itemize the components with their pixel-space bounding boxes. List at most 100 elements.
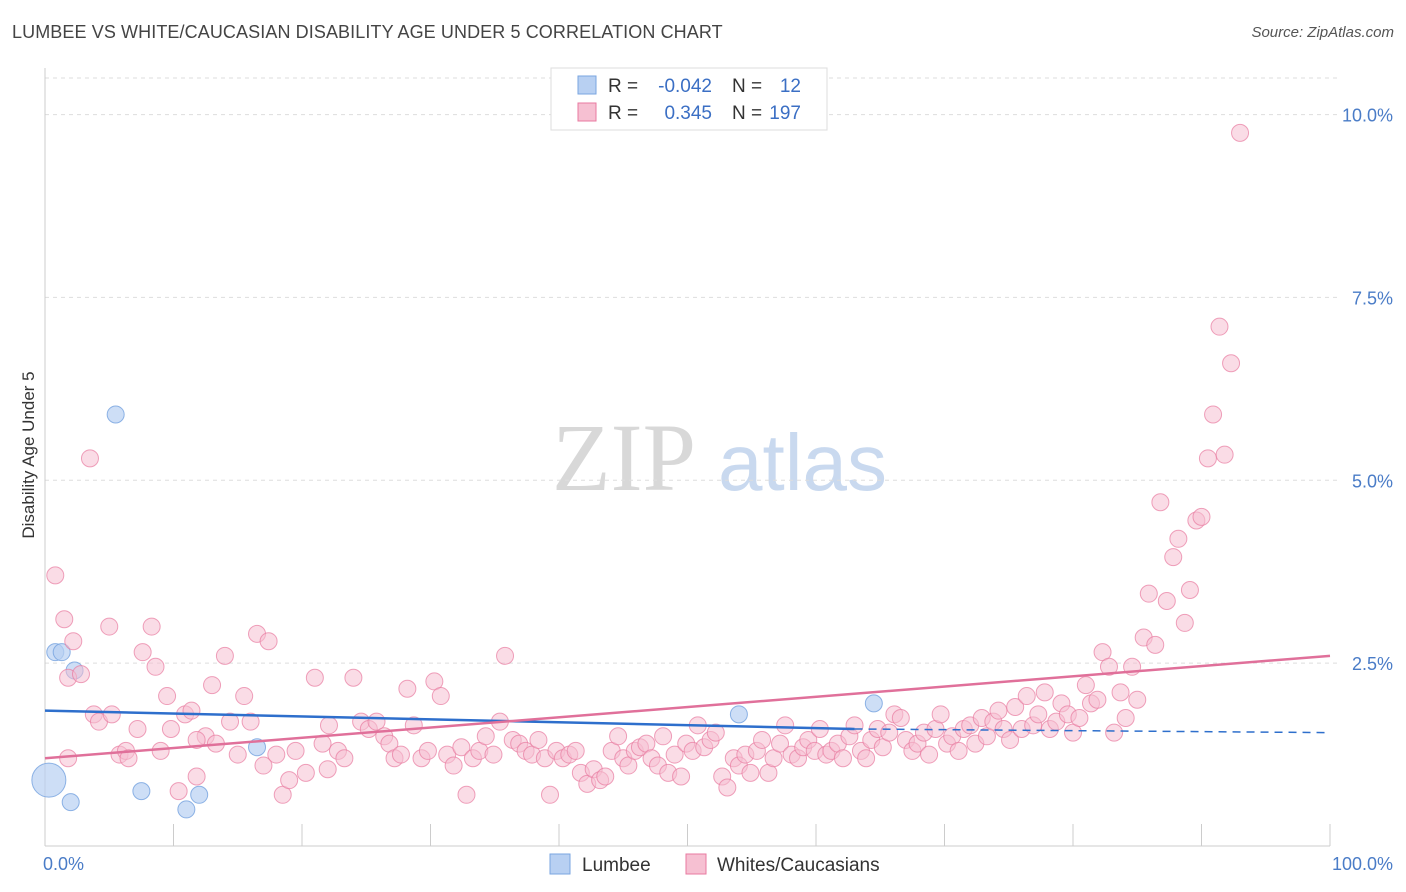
white-point (187, 730, 206, 749)
legend-n-label-lumbee: N = (732, 76, 762, 97)
white-point (484, 745, 503, 764)
legend-swatch-white (577, 102, 597, 122)
lumbee-series (31, 405, 883, 819)
white-point (444, 756, 463, 775)
watermark: ZIP atlas (552, 404, 887, 511)
white-series (46, 123, 1250, 804)
white-point (100, 617, 119, 636)
legend-bottom: Lumbee Whites/Caucasians (549, 853, 880, 876)
white-point (1210, 317, 1229, 336)
white-point (431, 687, 450, 706)
white-point (1198, 449, 1217, 468)
white-point (1146, 635, 1165, 654)
lumbee-trend-line (44, 709, 855, 731)
white-point (1157, 591, 1176, 610)
white-point (46, 566, 65, 585)
white-point (1151, 493, 1170, 512)
x-tick-label: 0.0% (43, 854, 84, 874)
x-tick-label: 100.0% (1332, 854, 1393, 874)
white-point (706, 723, 725, 742)
white-point (672, 767, 691, 786)
legend-n-value-white: 197 (769, 103, 801, 124)
axes: 2.5% 5.0% 7.5% 10.0% 0.0% 100.0% (43, 68, 1393, 874)
white-point (1215, 445, 1234, 464)
white-point (305, 668, 324, 687)
white-point (857, 749, 876, 768)
white-point (1088, 690, 1107, 709)
legend-bottom-label-white: Whites/Caucasians (717, 855, 880, 876)
chart-title: LUMBEE VS WHITE/CAUCASIAN DISABILITY AGE… (12, 22, 723, 42)
white-point (880, 723, 899, 742)
white-point (1204, 405, 1223, 424)
white-point (128, 719, 147, 738)
white-point (1192, 507, 1211, 526)
white-trend-line (44, 654, 1331, 760)
white-point (344, 668, 363, 687)
white-point (64, 632, 83, 651)
white-point (318, 760, 337, 779)
white-point (1035, 683, 1054, 702)
white-point (296, 763, 315, 782)
white-point (215, 646, 234, 665)
legend-r-label-white: R = (608, 103, 638, 124)
watermark-zip: ZIP (552, 404, 696, 511)
white-point (1169, 529, 1188, 548)
legend-top-box (550, 67, 828, 131)
legend-bottom-swatch-white (685, 853, 707, 875)
white-point (1001, 730, 1020, 749)
white-point (1175, 613, 1194, 632)
white-point (931, 705, 950, 724)
white-point (158, 687, 177, 706)
white-point (391, 745, 410, 764)
white-point (718, 778, 737, 797)
white-point (146, 657, 165, 676)
white-point (151, 741, 170, 760)
white-point (319, 716, 338, 735)
legend-swatch-lumbee (577, 75, 597, 95)
white-point (452, 738, 471, 757)
white-point (161, 719, 180, 738)
white-point (335, 749, 354, 768)
white-point (169, 782, 188, 801)
white-point (59, 749, 78, 768)
legend-r-value-white: 0.345 (664, 103, 712, 124)
y-tick-label: 2.5% (1352, 654, 1393, 674)
white-point (1099, 657, 1118, 676)
white-point (1070, 709, 1089, 727)
white-point (228, 745, 247, 764)
white-point (457, 785, 476, 804)
white-point (665, 745, 684, 764)
white-point (1222, 354, 1241, 373)
lumbee-trend-extension (854, 728, 1331, 734)
white-point (102, 705, 121, 724)
white-point (1076, 676, 1095, 695)
white-point (920, 745, 939, 764)
trend-lines (44, 654, 1331, 760)
legend-bottom-swatch-lumbee (549, 853, 571, 875)
white-point (654, 727, 673, 746)
white-point (267, 745, 286, 764)
white-point (398, 679, 417, 698)
white-point (741, 763, 760, 782)
lumbee-point (31, 762, 67, 798)
grid (45, 77, 1338, 664)
lumbee-point (177, 800, 196, 819)
white-point (259, 632, 278, 651)
legend-n-label-white: N = (732, 103, 762, 124)
white-point (845, 716, 864, 735)
white-point (1029, 705, 1048, 724)
white-point (133, 643, 152, 662)
white-point (596, 767, 615, 786)
white-point (833, 749, 852, 768)
legend-n-value-lumbee: 12 (780, 76, 801, 97)
white-point (221, 712, 240, 731)
white-point (1017, 687, 1036, 706)
white-point (541, 785, 560, 804)
white-point (753, 730, 772, 749)
white-point (418, 741, 437, 760)
white-point (496, 646, 515, 665)
white-point (566, 741, 585, 760)
white-point (1231, 123, 1250, 142)
white-point (1164, 548, 1183, 567)
white-point (609, 727, 628, 746)
